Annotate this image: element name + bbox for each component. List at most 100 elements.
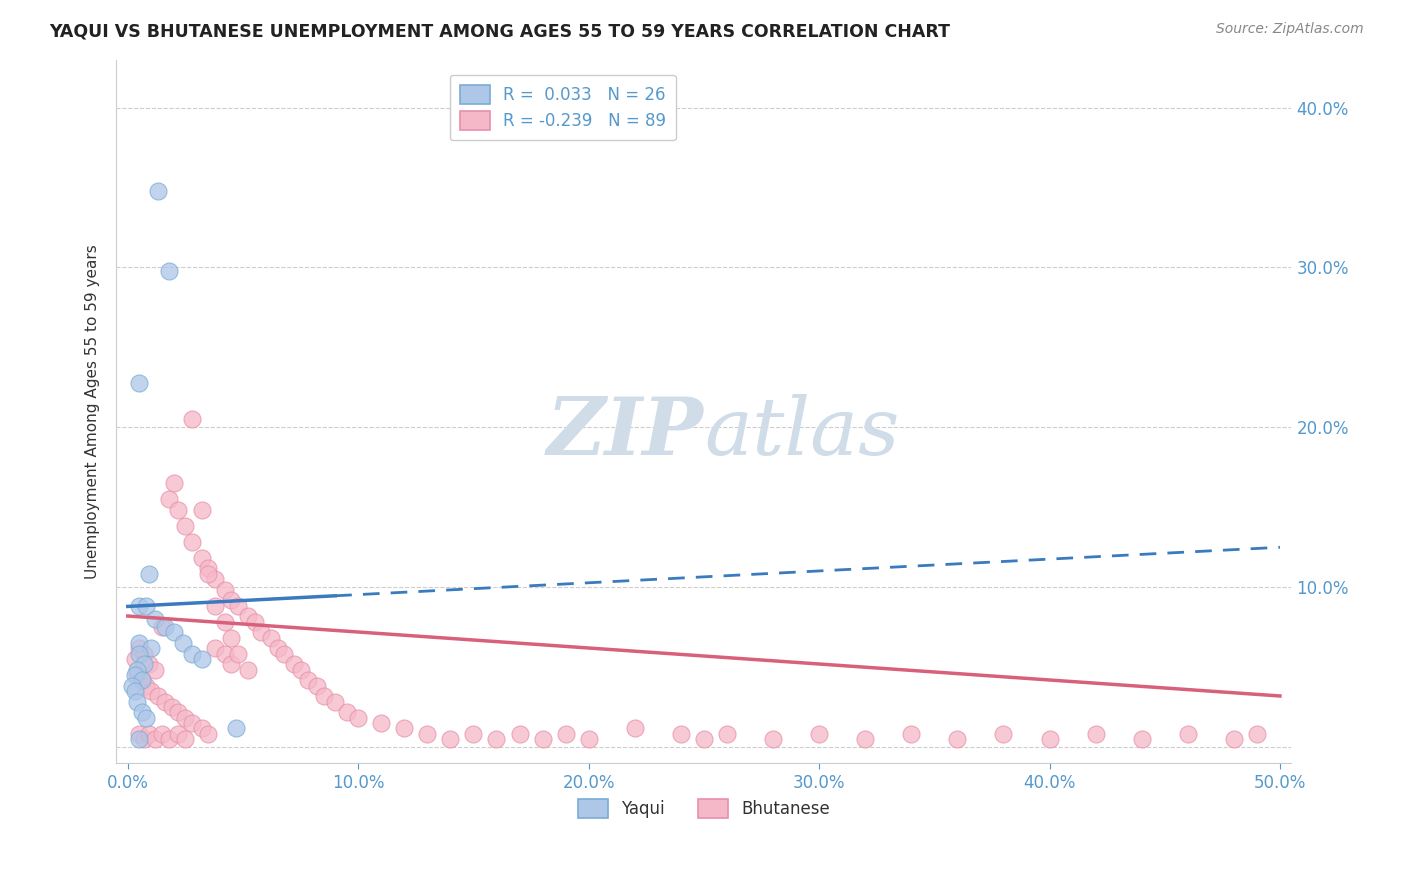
Point [1223,732,1246,747]
Point [1038,732,1060,747]
Point [132,657,155,671]
Point [128,732,150,747]
Point [228,599,250,614]
Point [297,673,319,687]
Point [139,684,162,698]
Point [190,721,212,735]
Point [124,668,146,682]
Text: atlas: atlas [704,393,900,471]
Point [214,615,236,630]
Point [125,664,148,678]
Point [138,727,160,741]
Point [439,732,461,747]
Point [762,732,785,747]
Point [290,664,312,678]
Point [463,727,485,741]
Point [693,732,716,747]
Point [531,732,554,747]
Point [135,679,157,693]
Point [221,593,243,607]
Point [138,657,160,671]
Point [853,732,876,747]
Point [946,732,969,747]
Point [163,625,186,640]
Point [128,727,150,741]
Point [323,695,346,709]
Point [128,376,150,390]
Point [221,632,243,646]
Point [197,567,219,582]
Point [236,609,259,624]
Point [1130,732,1153,747]
Point [554,727,576,741]
Point [139,640,162,655]
Point [228,648,250,662]
Point [167,503,190,517]
Point [900,727,922,741]
Point [347,711,370,725]
Point [145,612,167,626]
Point [128,599,150,614]
Point [157,263,180,277]
Point [578,732,600,747]
Point [167,727,190,741]
Point [174,519,197,533]
Point [221,657,243,671]
Point [172,636,194,650]
Point [157,492,180,507]
Point [128,636,150,650]
Point [150,727,173,741]
Point [160,700,183,714]
Point [128,648,150,662]
Point [336,705,359,719]
Point [312,689,335,703]
Point [190,652,212,666]
Point [266,640,288,655]
Text: Source: ZipAtlas.com: Source: ZipAtlas.com [1216,22,1364,37]
Point [181,716,204,731]
Legend: Yaqui, Bhutanese: Yaqui, Bhutanese [571,793,837,825]
Text: YAQUI VS BHUTANESE UNEMPLOYMENT AMONG AGES 55 TO 59 YEARS CORRELATION CHART: YAQUI VS BHUTANESE UNEMPLOYMENT AMONG AG… [49,22,950,40]
Point [121,679,143,693]
Point [153,620,176,634]
Point [181,648,204,662]
Point [993,727,1015,741]
Point [190,551,212,566]
Point [132,732,155,747]
Point [197,561,219,575]
Point [125,668,148,682]
Point [146,689,169,703]
Text: ZIP: ZIP [547,393,704,471]
Point [305,679,328,693]
Point [124,684,146,698]
Point [125,695,148,709]
Point [214,583,236,598]
Point [283,657,305,671]
Point [150,620,173,634]
Point [157,732,180,747]
Point [204,599,226,614]
Point [1246,727,1268,741]
Point [167,705,190,719]
Point [250,625,273,640]
Point [225,721,247,735]
Point [132,648,155,662]
Point [138,567,160,582]
Y-axis label: Unemployment Among Ages 55 to 59 years: Unemployment Among Ages 55 to 59 years [86,244,100,579]
Point [124,652,146,666]
Point [273,648,295,662]
Point [416,727,439,741]
Point [163,476,186,491]
Point [128,640,150,655]
Point [214,648,236,662]
Point [808,727,831,741]
Point [174,732,197,747]
Point [204,572,226,586]
Point [1177,727,1199,741]
Point [145,732,167,747]
Point [131,673,153,687]
Point [204,640,226,655]
Point [197,727,219,741]
Point [509,727,531,741]
Point [236,664,259,678]
